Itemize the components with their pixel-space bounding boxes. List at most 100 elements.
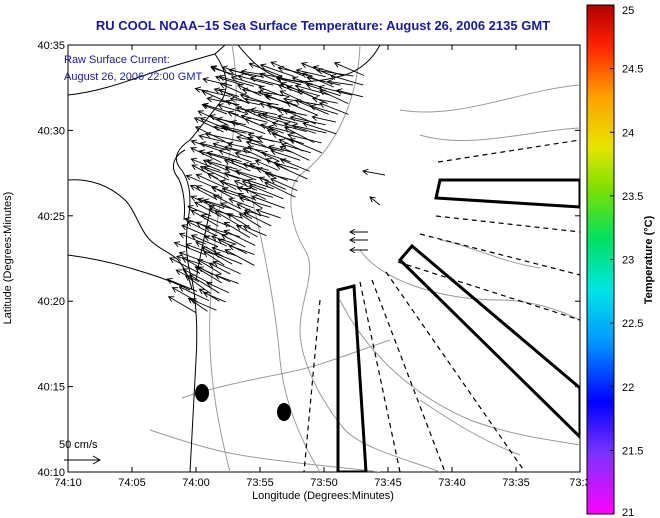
current-vector: [178, 286, 210, 302]
current-vector: [223, 221, 251, 238]
current-vector: [195, 173, 228, 190]
current-vector: [184, 274, 211, 295]
colorbar-tick-label: 25: [622, 5, 634, 17]
current-vector: [229, 96, 261, 106]
current-vector: [223, 158, 251, 172]
current-vector: [362, 168, 386, 176]
map-panel: [67, 44, 581, 473]
current-vector: [195, 221, 227, 237]
current-vector: [201, 90, 232, 105]
current-vector: [267, 124, 296, 134]
current-vector: [203, 165, 240, 179]
scale-label: 50 cm/s: [59, 439, 98, 451]
current-vector: [243, 96, 279, 106]
current-vector: [171, 287, 199, 303]
current-vector: [261, 150, 291, 163]
current-vector: [217, 103, 247, 114]
current-vector: [202, 198, 235, 211]
current-vector: [208, 207, 243, 219]
current-vector: [240, 113, 268, 123]
current-vector: [190, 139, 223, 152]
current-vector: [369, 196, 381, 206]
current-vector: [198, 133, 232, 145]
current-vector: [286, 132, 322, 144]
colorbar-tick-label: 21: [622, 507, 634, 518]
current-vector: [189, 298, 217, 311]
current-vector: [260, 123, 284, 134]
y-tick-label: 40:20: [37, 296, 65, 308]
current-vector: [203, 251, 225, 266]
current-vector: [220, 234, 246, 248]
current-vector: [302, 121, 337, 135]
current-vector: [333, 61, 365, 76]
current-vector: [186, 220, 217, 237]
current-vector: [197, 197, 224, 210]
current-vector: [275, 74, 314, 86]
current-vector: [258, 176, 286, 190]
current-vector: [190, 195, 214, 208]
current-vector: [206, 96, 240, 106]
x-tick-label: 73:50: [310, 477, 338, 489]
current-vector: [335, 88, 364, 98]
current-vector: [202, 77, 233, 87]
current-vector: [254, 159, 279, 171]
current-vector: [256, 135, 282, 144]
current-vector: [279, 145, 310, 161]
current-vector: [228, 244, 255, 256]
current-vector: [243, 208, 270, 218]
current-vector: [214, 252, 243, 265]
shipping-channel-boxes: [336, 178, 580, 472]
current-vector: [286, 85, 321, 97]
current-vector: [208, 262, 231, 275]
current-vector: [256, 167, 288, 181]
current-vector: [178, 251, 214, 266]
current-vector: [228, 197, 254, 209]
current-vector: [242, 225, 267, 237]
current-vector: [211, 186, 244, 199]
x-tick-label: 74:05: [118, 477, 146, 489]
current-vector: [214, 273, 239, 284]
x-tick-label: 73:55: [246, 477, 274, 489]
current-vector: [318, 84, 352, 96]
current-vector: [243, 211, 272, 227]
current-vector: [275, 76, 302, 86]
current-vector: [227, 141, 264, 152]
current-vector: [291, 76, 322, 88]
current-vector: [206, 159, 238, 170]
raw-current-time: August 26, 2006 22:00 GMT: [64, 71, 202, 83]
current-vector: [311, 96, 338, 104]
current-vector: [202, 291, 226, 303]
current-vector: [283, 121, 317, 134]
current-vector: [249, 107, 278, 115]
current-vector: [210, 234, 237, 245]
current-vector: [213, 124, 247, 134]
current-vector: [265, 94, 298, 106]
current-vector: [175, 254, 203, 265]
current-vector: [264, 171, 299, 182]
colorbar-tick-label: 24.5: [622, 64, 643, 76]
current-vector: [178, 232, 207, 245]
current-vector: [224, 166, 257, 181]
current-vector: [294, 83, 331, 96]
current-vector: [190, 147, 222, 163]
current-vector: [259, 63, 295, 78]
current-vector: [277, 65, 313, 77]
bathymetry-contours: [68, 45, 580, 472]
colorbar-tick-label: 23.5: [622, 191, 643, 203]
x-tick-label: 73:40: [438, 477, 466, 489]
current-vector: [257, 112, 289, 125]
current-vector: [167, 296, 196, 313]
colorbar-tick-label: 24: [622, 127, 634, 139]
current-vector: [249, 75, 282, 87]
current-vector: [197, 110, 228, 126]
colorbar-ticks: 25 24.5 24 23.5 23 22.5 22 21.5 21: [610, 4, 643, 518]
x-axis-label: Longitude (Degrees:Minutes): [252, 490, 394, 502]
current-vector: [237, 73, 274, 86]
current-vector: [246, 178, 275, 190]
current-vector: [349, 228, 368, 236]
colorbar-tick-label: 23: [622, 255, 634, 267]
current-vector: [222, 125, 256, 143]
current-vector: [206, 150, 242, 163]
current-vector: [251, 195, 285, 209]
current-vector: [204, 131, 242, 143]
